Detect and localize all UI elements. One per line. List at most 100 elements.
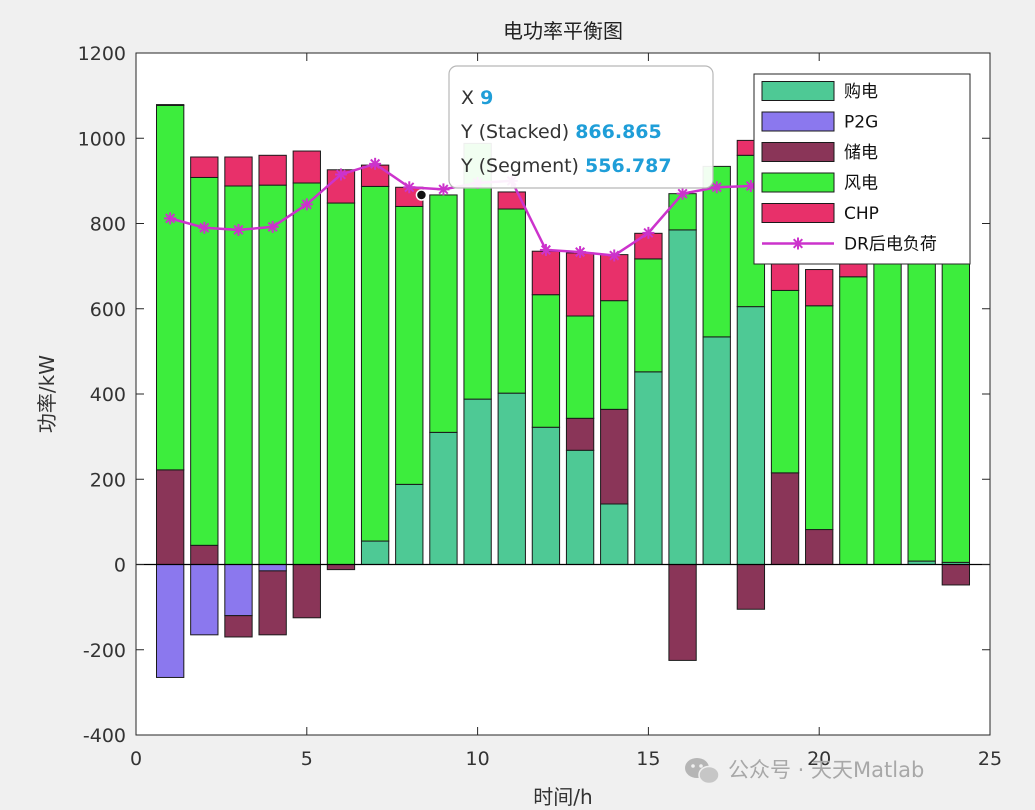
bar-segment-2-2[interactable] bbox=[190, 544, 219, 565]
bar-segment-4-20[interactable] bbox=[805, 269, 834, 307]
dr-load-point-6[interactable] bbox=[334, 168, 347, 181]
datatip[interactable]: X 9 Y (Stacked) 866.865 Y (Segment) 556.… bbox=[448, 65, 714, 189]
bar-segment-2-3[interactable] bbox=[224, 615, 253, 638]
bar-segment-2-20[interactable] bbox=[805, 529, 834, 565]
chart-title: 电功率平衡图 bbox=[503, 19, 623, 43]
bar-segment-3-3[interactable] bbox=[224, 185, 253, 566]
bar-segment-3-17[interactable] bbox=[702, 165, 731, 338]
bar-segment-2-5[interactable] bbox=[292, 564, 321, 619]
legend-label-2: 储电 bbox=[844, 143, 878, 163]
bar-segment-2-19[interactable] bbox=[770, 472, 800, 566]
wechat-icon bbox=[685, 758, 720, 785]
bar-segment-0-16[interactable] bbox=[668, 229, 697, 566]
dr-load-point-1[interactable] bbox=[164, 212, 177, 225]
bar-segment-4-5[interactable] bbox=[292, 150, 321, 184]
dr-load-point-8[interactable] bbox=[403, 181, 416, 194]
legend-swatch-3 bbox=[761, 172, 835, 193]
dr-load-point-15[interactable] bbox=[642, 226, 655, 239]
bar-segment-2-14[interactable] bbox=[600, 408, 629, 505]
dr-load-point-7[interactable] bbox=[369, 157, 382, 170]
bar-segment-0-14[interactable] bbox=[600, 503, 629, 566]
bar-segment-2-24[interactable] bbox=[941, 564, 971, 586]
bar-segment-3-2[interactable] bbox=[190, 176, 219, 546]
datatip-segment-value: 556.787 bbox=[585, 155, 672, 177]
bar-segment-0-18[interactable] bbox=[736, 306, 766, 565]
bar-segment-0-9[interactable] bbox=[429, 431, 458, 565]
bar-segment-4-12[interactable] bbox=[531, 250, 561, 296]
datatip-stacked-row: Y (Stacked) 866.865 bbox=[460, 121, 662, 143]
bar-segment-3-9[interactable] bbox=[429, 194, 458, 433]
bar-segment-4-14[interactable] bbox=[600, 254, 629, 302]
bar-segment-1-2[interactable] bbox=[190, 564, 219, 636]
bar-segment-4-1[interactable] bbox=[155, 104, 185, 106]
dr-load-point-13[interactable] bbox=[574, 246, 587, 259]
watermark-text: 公众号 · 天天Matlab bbox=[728, 758, 924, 782]
bar-segment-1-1[interactable] bbox=[155, 564, 185, 678]
bar-segment-3-21[interactable] bbox=[839, 276, 868, 565]
bar-segment-4-21[interactable] bbox=[839, 263, 868, 278]
datatip-marker[interactable] bbox=[415, 189, 428, 201]
bar-segment-3-12[interactable] bbox=[531, 294, 561, 428]
bar-segment-3-22[interactable] bbox=[873, 248, 902, 565]
bar-segment-4-13[interactable] bbox=[565, 252, 595, 317]
datatip-x-row: X 9 bbox=[461, 87, 493, 109]
bar-segment-1-3[interactable] bbox=[224, 564, 253, 617]
legend-swatch-4 bbox=[761, 203, 835, 223]
legend-label-line: DR后电负荷 bbox=[844, 235, 937, 255]
bar-segment-0-15[interactable] bbox=[634, 371, 663, 565]
bar-segment-0-8[interactable] bbox=[395, 483, 424, 565]
bar-segment-3-23[interactable] bbox=[907, 221, 936, 562]
bar-segment-0-11[interactable] bbox=[497, 392, 526, 565]
bar-segment-3-24[interactable] bbox=[941, 223, 971, 563]
bar-segment-3-19[interactable] bbox=[770, 289, 800, 474]
bar-segment-2-6[interactable] bbox=[326, 564, 356, 571]
bar-segment-3-5[interactable] bbox=[292, 182, 321, 565]
bar-segment-0-17[interactable] bbox=[702, 336, 731, 565]
bar-segment-2-16[interactable] bbox=[668, 564, 697, 661]
bar-segment-3-15[interactable] bbox=[634, 258, 663, 373]
dr-load-point-5[interactable] bbox=[300, 198, 313, 211]
bar-segment-3-4[interactable] bbox=[258, 184, 287, 565]
legend-star-marker[interactable] bbox=[792, 237, 804, 250]
bar-segment-3-8[interactable] bbox=[395, 205, 424, 485]
bar-segment-0-12[interactable] bbox=[531, 426, 561, 565]
datatip-x-label: X bbox=[461, 87, 474, 109]
dr-load-point-3[interactable] bbox=[232, 223, 245, 236]
bar-segment-3-6[interactable] bbox=[326, 202, 356, 565]
bar-segment-4-3[interactable] bbox=[224, 156, 253, 187]
bar-segment-4-2[interactable] bbox=[190, 156, 219, 178]
x-tick-label: 15 bbox=[636, 748, 660, 770]
dr-load-point-17[interactable] bbox=[710, 181, 723, 194]
dr-load-point-4[interactable] bbox=[266, 220, 279, 233]
bar-segment-2-13[interactable] bbox=[565, 417, 595, 451]
dr-load-point-2[interactable] bbox=[198, 221, 211, 234]
bar-segment-3-13[interactable] bbox=[565, 315, 595, 419]
legend-label-4: CHP bbox=[844, 204, 879, 224]
bar-segment-4-4[interactable] bbox=[258, 154, 287, 186]
datatip-stacked-label: Y (Stacked) bbox=[460, 121, 569, 143]
bar-segment-0-10[interactable] bbox=[463, 398, 492, 565]
bar-segment-2-4[interactable] bbox=[258, 570, 287, 636]
y-tick-label: 1200 bbox=[78, 43, 126, 65]
bar-segment-1-4[interactable] bbox=[258, 564, 287, 572]
dr-load-point-14[interactable] bbox=[608, 249, 621, 262]
bar-segment-3-1[interactable] bbox=[155, 104, 185, 471]
y-axis-title: 功率/kW bbox=[35, 355, 59, 433]
bar-segment-0-7[interactable] bbox=[360, 540, 390, 566]
bar-segment-2-18[interactable] bbox=[736, 564, 766, 610]
dr-load-point-12[interactable] bbox=[539, 243, 552, 256]
y-tick-label: 400 bbox=[90, 384, 126, 406]
legend-label-3: 风电 bbox=[844, 174, 878, 194]
bar-segment-3-14[interactable] bbox=[600, 300, 629, 410]
dr-load-point-9[interactable] bbox=[437, 183, 450, 196]
bar-segment-3-11[interactable] bbox=[497, 208, 526, 394]
bar-segment-3-20[interactable] bbox=[805, 305, 834, 531]
y-tick-label: -400 bbox=[83, 725, 126, 747]
datatip-x-value: 9 bbox=[480, 87, 493, 109]
bar-segment-2-1[interactable] bbox=[155, 469, 185, 565]
dr-load-point-16[interactable] bbox=[676, 187, 689, 200]
bar-segment-3-7[interactable] bbox=[360, 185, 390, 542]
x-axis-title: 时间/h bbox=[533, 785, 592, 809]
bar-segment-0-13[interactable] bbox=[565, 449, 595, 566]
